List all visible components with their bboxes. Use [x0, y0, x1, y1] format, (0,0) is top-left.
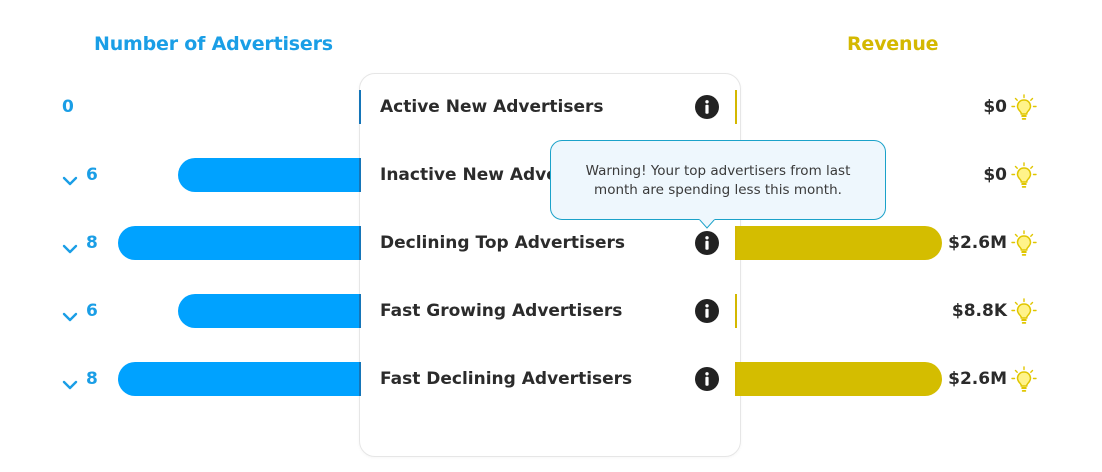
advertiser-count-value: 8 [86, 369, 98, 389]
advertiser-count[interactable]: 8 [62, 226, 98, 260]
revenue-header: Revenue [847, 33, 939, 55]
left-axis-divider [359, 226, 361, 260]
advertiser-count[interactable]: 8 [62, 362, 98, 396]
lightbulb-icon[interactable] [1010, 366, 1038, 394]
tooltip-text: Warning! Your top advertisers from last … [585, 163, 851, 198]
revenue-value: $2.6M [948, 233, 1007, 253]
advertiser-count[interactable]: 6 [62, 158, 98, 192]
advertiser-count-value: 8 [86, 233, 98, 253]
right-axis-divider [735, 362, 737, 396]
revenue-value: $0 [983, 165, 1007, 185]
chart-row: 8 Declining Top Advertisers $2.6M [0, 226, 1102, 260]
tooltip-arrow [699, 219, 715, 229]
number-of-advertisers-header: Number of Advertisers [94, 33, 333, 55]
revenue-value: $2.6M [948, 369, 1007, 389]
info-icon[interactable] [695, 299, 719, 323]
category-label: Active New Advertisers [380, 97, 604, 117]
right-axis-divider [735, 90, 737, 124]
chart-row: 0 Active New Advertisers $0 [0, 90, 1102, 124]
lightbulb-icon[interactable] [1010, 230, 1038, 258]
category-card [359, 73, 741, 457]
advertiser-bar[interactable] [118, 226, 359, 260]
advertiser-bar[interactable] [178, 294, 359, 328]
lightbulb-icon[interactable] [1010, 298, 1038, 326]
left-axis-divider [359, 158, 361, 192]
chevron-down-icon[interactable] [62, 235, 78, 254]
advertiser-bar[interactable] [118, 362, 359, 396]
advertiser-count-value: 6 [86, 301, 98, 321]
revenue-value: $8.8K [951, 301, 1007, 321]
category-label: Declining Top Advertisers [380, 233, 626, 253]
revenue-bar[interactable] [737, 362, 942, 396]
info-icon[interactable] [695, 231, 719, 255]
right-axis-divider [735, 294, 737, 328]
advertiser-count-value: 6 [86, 165, 98, 185]
advertiser-count: 0 [62, 90, 74, 124]
info-icon[interactable] [695, 95, 719, 119]
left-axis-divider [359, 362, 361, 396]
warning-tooltip: Warning! Your top advertisers from last … [550, 140, 886, 220]
lightbulb-icon[interactable] [1010, 94, 1038, 122]
left-axis-divider [359, 294, 361, 328]
chart-row: 6 Fast Growing Advertisers $8.8K [0, 294, 1102, 328]
info-icon[interactable] [695, 367, 719, 391]
revenue-value: $0 [983, 97, 1007, 117]
chevron-down-icon[interactable] [62, 303, 78, 322]
advertiser-count[interactable]: 6 [62, 294, 98, 328]
right-axis-divider [735, 226, 737, 260]
chart-row: 8 Fast Declining Advertisers $2.6M [0, 362, 1102, 396]
lightbulb-icon[interactable] [1010, 162, 1038, 190]
category-label: Fast Declining Advertisers [380, 369, 633, 389]
chevron-down-icon[interactable] [62, 371, 78, 390]
revenue-bar[interactable] [737, 226, 942, 260]
category-label: Fast Growing Advertisers [380, 301, 623, 321]
advertiser-bar[interactable] [178, 158, 359, 192]
chevron-down-icon[interactable] [62, 167, 78, 186]
left-axis-divider [359, 90, 361, 124]
advertiser-count-value: 0 [62, 97, 74, 117]
